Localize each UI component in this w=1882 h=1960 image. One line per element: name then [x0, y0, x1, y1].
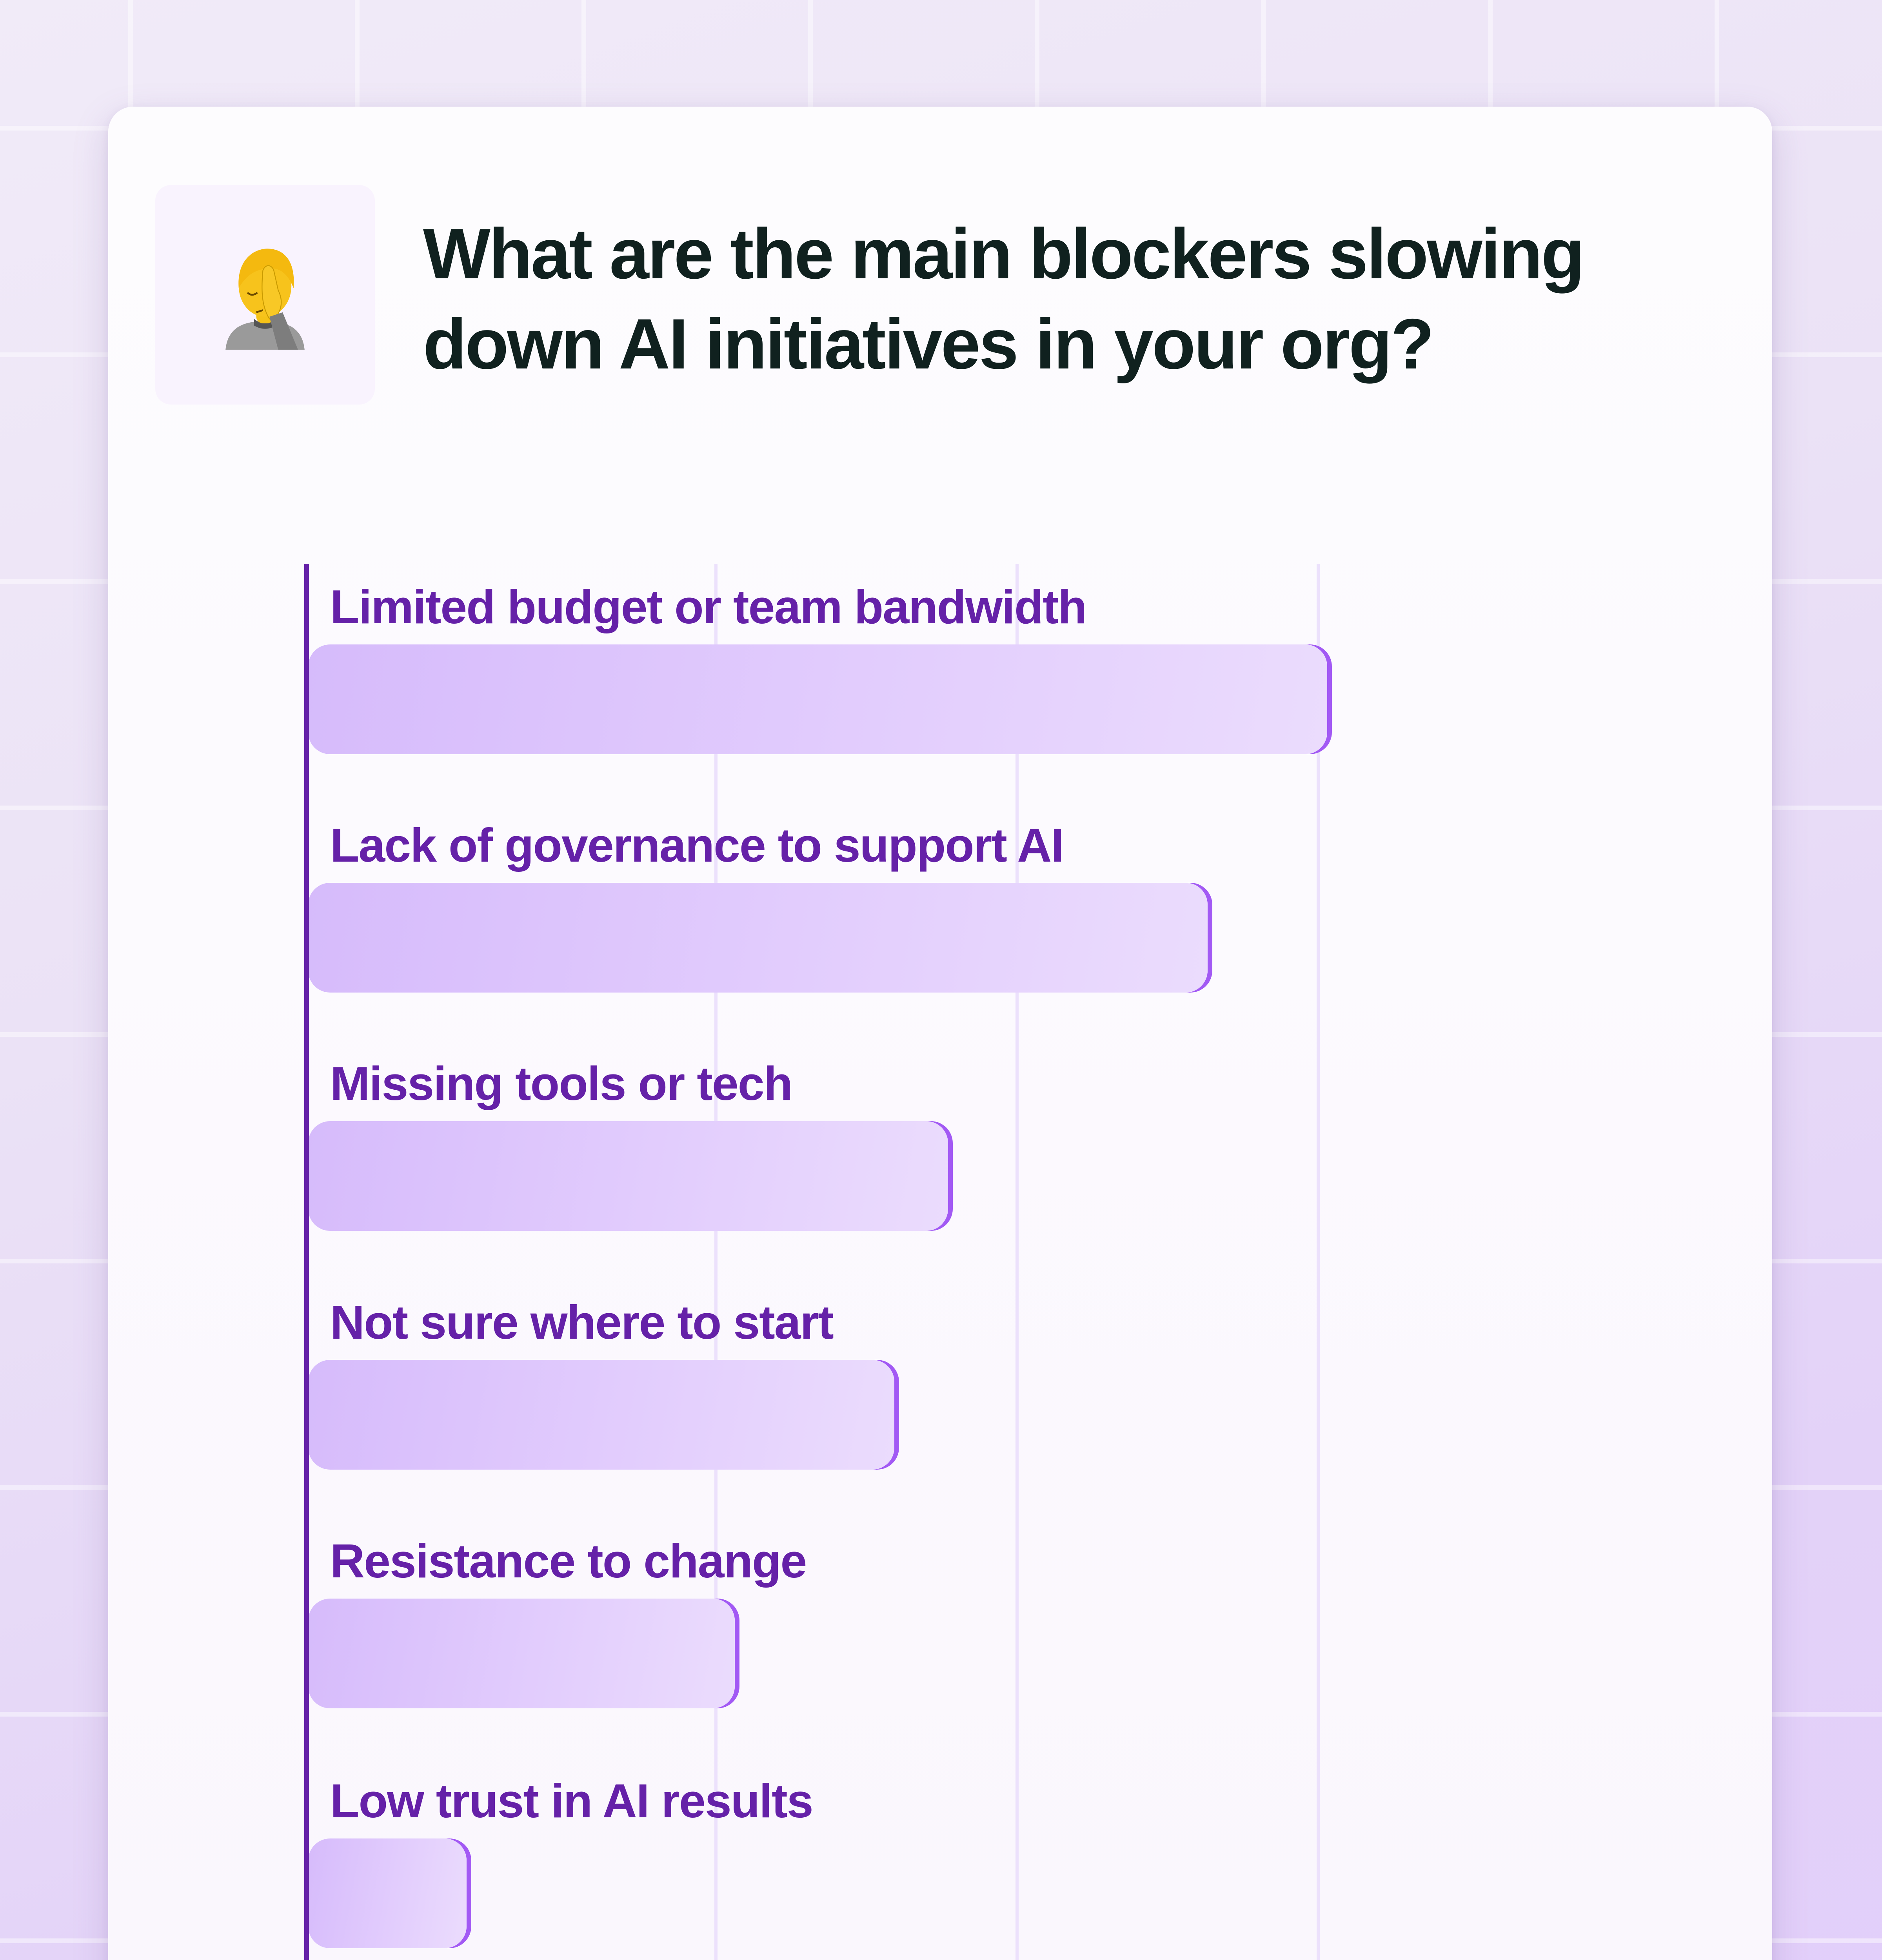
- bar-chart: Limited budget or team bandwidth Lack of…: [304, 564, 1598, 1960]
- bar-label: Missing tools or tech: [330, 1057, 793, 1110]
- bar: [308, 1121, 948, 1231]
- bar: [308, 1360, 894, 1470]
- bar-row: Limited budget or team bandwidth: [304, 579, 1598, 768]
- person-facepalming-icon: [225, 249, 305, 350]
- bar-row: Lack of governance to support AI: [304, 818, 1598, 1006]
- gridline-15: [714, 564, 718, 1960]
- bar: [308, 644, 1327, 754]
- emoji-tile: [155, 185, 375, 405]
- bar-row: Not sure where to start: [304, 1295, 1598, 1483]
- y-axis-line: [304, 564, 309, 1960]
- bar-label: Not sure where to start: [330, 1296, 834, 1349]
- bar-label: Lack of governance to support AI: [330, 818, 1064, 872]
- bar: [308, 1599, 735, 1708]
- bar-row: Low trust in AI results: [304, 1773, 1598, 1960]
- bar-row: Missing tools or tech: [304, 1056, 1598, 1244]
- gridline-45: [1317, 564, 1320, 1960]
- bar-row: Resistance to change: [304, 1534, 1598, 1722]
- gridline-30: [1015, 564, 1019, 1960]
- bar: [308, 883, 1208, 993]
- bar-label: Low trust in AI results: [330, 1774, 814, 1828]
- poll-card: What are the main blockers slowing down …: [108, 107, 1772, 1960]
- bar-label: Limited budget or team bandwidth: [330, 580, 1087, 633]
- bar: [308, 1838, 467, 1948]
- bar-label: Resistance to change: [330, 1534, 807, 1588]
- poll-question-title: What are the main blockers slowing down …: [423, 214, 1585, 384]
